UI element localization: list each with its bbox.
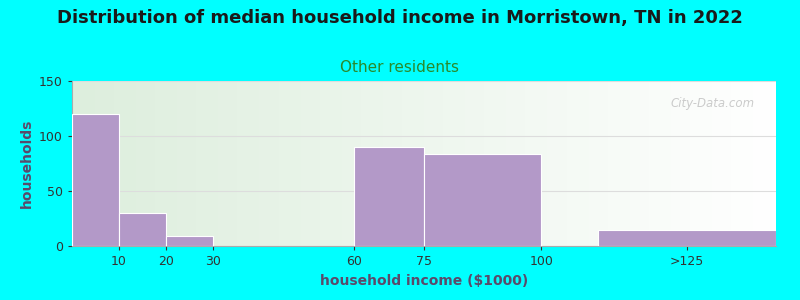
Bar — [424, 154, 542, 246]
Text: Other residents: Other residents — [341, 60, 459, 75]
Bar — [598, 230, 776, 246]
Text: Distribution of median household income in Morristown, TN in 2022: Distribution of median household income … — [57, 9, 743, 27]
Text: City-Data.com: City-Data.com — [670, 98, 755, 110]
X-axis label: household income ($1000): household income ($1000) — [320, 274, 528, 288]
Y-axis label: households: households — [19, 119, 34, 208]
Bar — [166, 236, 213, 246]
Bar — [72, 114, 119, 246]
Bar — [119, 213, 166, 246]
Bar — [354, 147, 424, 246]
